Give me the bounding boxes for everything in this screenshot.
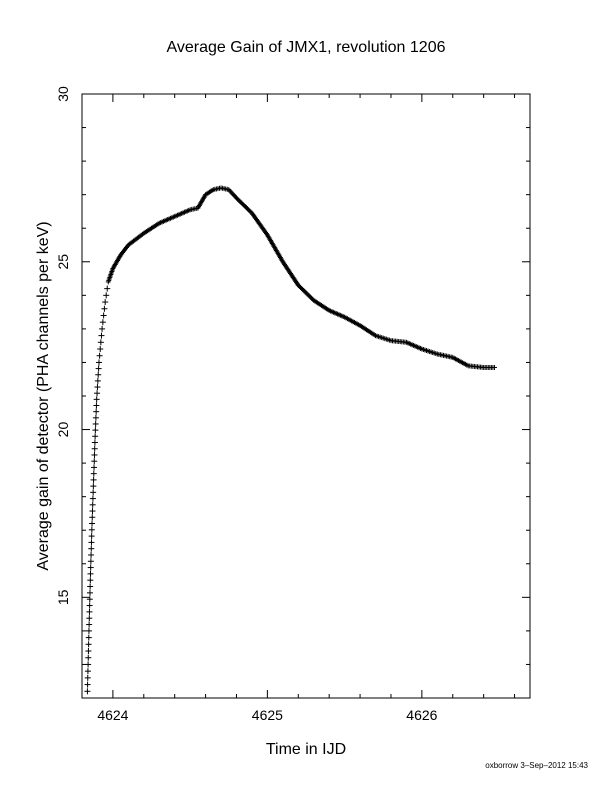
- data-point: [86, 621, 93, 628]
- data-point: [89, 508, 96, 515]
- data-point: [102, 299, 109, 306]
- data-point: [94, 384, 101, 391]
- data-point: [97, 346, 104, 353]
- y-tick-label: 30: [55, 86, 71, 102]
- data-point: [93, 402, 100, 409]
- data-point: [85, 661, 92, 668]
- data-point: [89, 520, 96, 527]
- data-point: [96, 352, 103, 359]
- data-point: [103, 292, 110, 299]
- data-point: [88, 533, 95, 540]
- data-points: [84, 185, 497, 695]
- data-point: [91, 439, 98, 446]
- plot-frame: [81, 93, 531, 699]
- data-point: [85, 634, 92, 641]
- data-point: [85, 654, 92, 661]
- data-point: [95, 365, 102, 372]
- data-point: [90, 476, 97, 483]
- data-point: [89, 501, 96, 508]
- data-point: [84, 668, 91, 675]
- data-point: [94, 390, 101, 397]
- data-point: [104, 285, 111, 292]
- x-tick-label: 4624: [97, 707, 128, 723]
- data-point: [90, 489, 97, 496]
- data-point: [86, 608, 93, 615]
- x-tick-label: 4625: [252, 707, 283, 723]
- data-point: [84, 688, 91, 695]
- y-tick-label: 25: [55, 254, 71, 270]
- data-point: [86, 589, 93, 596]
- data-point: [86, 615, 93, 622]
- data-point: [86, 602, 93, 609]
- data-point: [84, 681, 91, 688]
- data-point: [89, 495, 96, 502]
- data-point: [98, 332, 105, 339]
- data-point: [87, 570, 94, 577]
- data-point: [91, 445, 98, 452]
- data-point: [93, 408, 100, 415]
- data-point: [99, 319, 106, 326]
- data-point: [85, 627, 92, 634]
- data-point: [93, 396, 100, 403]
- data-point: [92, 433, 99, 440]
- data-point: [87, 583, 94, 590]
- data-point: [101, 305, 108, 312]
- data-point: [95, 359, 102, 366]
- y-axis-label: Average gain of detector (PHA channels p…: [35, 221, 52, 570]
- y-tick-label: 20: [55, 422, 71, 438]
- data-point: [85, 648, 92, 655]
- y-tick-label: 15: [55, 589, 71, 605]
- data-point: [95, 371, 102, 378]
- data-point: [86, 596, 93, 603]
- data-point: [92, 420, 99, 427]
- x-axis-label: Time in IJD: [266, 741, 346, 758]
- chart-title: Average Gain of JMX1, revolution 1206: [167, 39, 446, 56]
- data-point: [94, 377, 101, 384]
- data-point: [88, 539, 95, 546]
- data-point: [91, 451, 98, 458]
- data-point: [88, 526, 95, 533]
- data-point: [491, 364, 497, 370]
- data-point: [92, 427, 99, 434]
- data-point: [92, 414, 99, 421]
- data-point: [84, 674, 91, 681]
- axis-ticks: 4624 4625 4626 15 20 25 30: [55, 86, 530, 723]
- data-point: [99, 325, 106, 332]
- data-point: [87, 558, 94, 565]
- footer-stamp: oxborrow 3–Sep–2012 15:43: [485, 761, 588, 770]
- data-point: [97, 339, 104, 346]
- data-point: [88, 545, 95, 552]
- data-point: [87, 577, 94, 584]
- data-point: [87, 564, 94, 571]
- data-point: [90, 470, 97, 477]
- data-point: [91, 458, 98, 465]
- data-point: [90, 483, 97, 490]
- data-point: [89, 514, 96, 521]
- x-tick-label: 4626: [406, 707, 437, 723]
- data-point: [88, 551, 95, 558]
- data-point: [85, 641, 92, 648]
- data-point: [100, 312, 107, 319]
- data-point: [91, 464, 98, 471]
